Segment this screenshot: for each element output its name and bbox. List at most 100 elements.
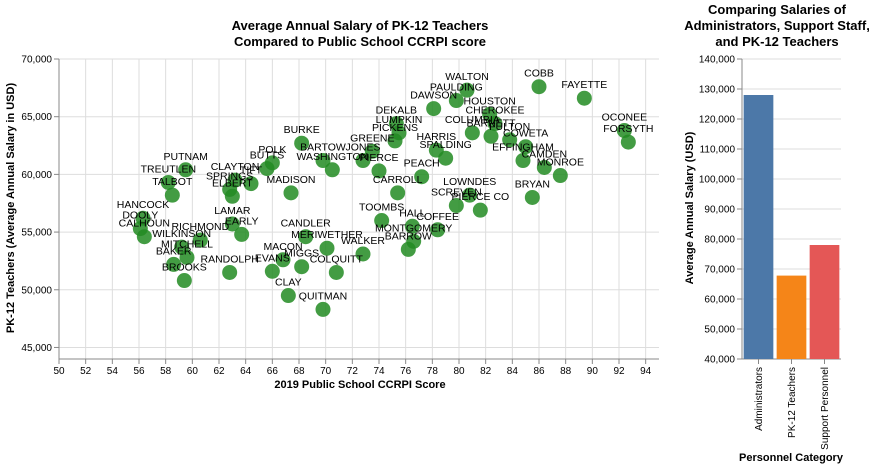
bar-title-line-3: and PK-12 Teachers — [715, 34, 838, 49]
scatter-x-tick-label: 68 — [293, 366, 305, 377]
scatter-point — [178, 162, 194, 178]
scatter-chart: Average Annual Salary of PK-12 Teachers … — [5, 18, 659, 391]
scatter-point-label: EARLY — [225, 215, 259, 227]
scatter-x-axis-title: 2019 Public School CCRPI Score — [274, 379, 445, 391]
scatter-point-label: DAWSON — [410, 90, 457, 102]
scatter-point — [275, 252, 291, 268]
scatter-point-label: PAULDING — [430, 82, 483, 94]
scatter-title-line-1: Average Annual Salary of PK-12 Teachers — [232, 18, 489, 33]
scatter-point-label: WALKER — [341, 235, 385, 247]
scatter-point-label: FORSYTH — [603, 123, 653, 135]
scatter-point — [164, 187, 180, 203]
scatter-x-tick-label: 64 — [240, 366, 252, 377]
scatter-point-label: DEKALB — [376, 105, 417, 117]
scatter-point-label: EFFINGHAM — [492, 142, 554, 154]
scatter-point-label: RICHMOND — [171, 221, 229, 233]
scatter-point-label: BARROW — [385, 230, 432, 242]
bar-chart: Comparing Salaries of Administrators, Su… — [684, 2, 870, 464]
scatter-x-tick-label: 70 — [320, 366, 332, 377]
scatter-point — [166, 256, 182, 272]
scatter-point — [319, 240, 335, 256]
scatter-x-tick-label: 94 — [640, 366, 652, 377]
scatter-point — [576, 90, 592, 106]
bar-y-tick-label: 70,000 — [704, 265, 735, 276]
scatter-x-tick-label: 50 — [53, 366, 65, 377]
scatter-point — [400, 241, 416, 257]
scatter-point-label: PEACH — [404, 158, 440, 170]
bar-y-tick-label: 110,000 — [700, 145, 736, 156]
scatter-point — [426, 101, 442, 117]
scatter-point-label: GREENE — [350, 132, 394, 144]
scatter-point — [414, 169, 430, 185]
scatter-point-label: HOUSTON — [464, 95, 516, 107]
scatter-point-label: TIFT — [240, 165, 263, 177]
scatter-point — [324, 162, 340, 178]
scatter-x-tick-label: 78 — [427, 366, 439, 377]
scatter-point-label: CLAY — [275, 277, 302, 289]
scatter-point — [374, 213, 390, 229]
scatter-point-label: CANDLER — [281, 218, 332, 230]
scatter-x-tick-label: 84 — [507, 366, 519, 377]
scatter-point-label: COFFEE — [416, 211, 459, 223]
scatter-x-tick-label: 92 — [613, 366, 625, 377]
scatter-x-tick-label: 60 — [187, 366, 199, 377]
bar — [809, 245, 840, 359]
scatter-point-label: MERIWETHER — [291, 229, 363, 241]
scatter-point-label: RANDOLPH — [200, 253, 258, 265]
scatter-point-label: MACON — [263, 241, 302, 253]
scatter-point-label: COLUMBIA — [445, 114, 500, 126]
scatter-point-label: BRYAN — [515, 178, 550, 190]
scatter-point-label: BARTOW — [300, 142, 346, 154]
scatter-point — [283, 185, 299, 201]
scatter-point-label: MIGGS — [284, 248, 319, 260]
scatter-x-tick-label: 66 — [267, 366, 279, 377]
scatter-point — [264, 263, 280, 279]
bar-y-tick-label: 40,000 — [704, 355, 735, 366]
scatter-x-tick-label: 88 — [560, 366, 572, 377]
scatter-gridlines — [58, 58, 659, 359]
scatter-point — [472, 202, 488, 218]
scatter-axes: 50 52 54 56 58 60 62 64 66 68 70 72 74 76 78 80 82 84 86 88… — [21, 55, 659, 377]
scatter-point-label: CHEROKEE — [466, 105, 525, 117]
scatter-y-tick-label: 60,000 — [21, 170, 52, 181]
scatter-point-label: BARNETT — [466, 117, 516, 129]
scatter-y-tick-label: 65,000 — [21, 112, 52, 123]
scatter-x-tick-label: 82 — [480, 366, 492, 377]
scatter-y-tick-label: 70,000 — [21, 55, 52, 66]
bar-y-tick-label: 130,000 — [699, 85, 736, 96]
bar — [776, 275, 807, 359]
scatter-point-label: MONTGOMERY — [375, 222, 452, 234]
scatter-point-label: WILKINSON — [152, 228, 211, 240]
scatter-point-label: TREUTLEN — [141, 163, 196, 175]
scatter-point-label: JONES — [345, 142, 380, 154]
scatter-point-label: PICKENS — [372, 122, 418, 134]
scatter-point-label: EVANS — [255, 252, 290, 264]
scatter-point-label: DOOLY — [122, 210, 158, 222]
scatter-x-tick-label: 62 — [213, 366, 225, 377]
scatter-point-label: SPALDING — [420, 139, 472, 151]
scatter-point-label: TALBOT — [152, 176, 193, 188]
scatter-point-label: CAMDEN — [522, 148, 568, 160]
scatter-y-tick-label: 55,000 — [21, 228, 52, 239]
scatter-point — [355, 246, 371, 262]
scatter-point — [387, 133, 403, 149]
bar-marks — [743, 95, 840, 359]
scatter-x-tick-label: 72 — [347, 366, 359, 377]
scatter-title-line-2: Compared to Public School CCRPI score — [234, 34, 486, 49]
scatter-point — [294, 135, 310, 151]
scatter-point-label: OCONEE — [602, 112, 648, 124]
bar-y-tick-label: 80,000 — [704, 235, 735, 246]
scatter-point — [487, 116, 503, 132]
scatter-point-label: BUTTS — [250, 150, 284, 162]
scatter-point-label: PUTNAM — [163, 151, 207, 163]
scatter-x-tick-label: 86 — [533, 366, 545, 377]
scatter-point — [524, 189, 540, 205]
scatter-point — [462, 187, 478, 203]
scatter-point — [459, 82, 475, 98]
scatter-point — [536, 159, 552, 175]
scatter-point-label: QUITMAN — [299, 290, 347, 302]
scatter-point — [192, 232, 208, 248]
scatter-x-tick-label: 74 — [373, 366, 385, 377]
scatter-point — [355, 153, 371, 169]
